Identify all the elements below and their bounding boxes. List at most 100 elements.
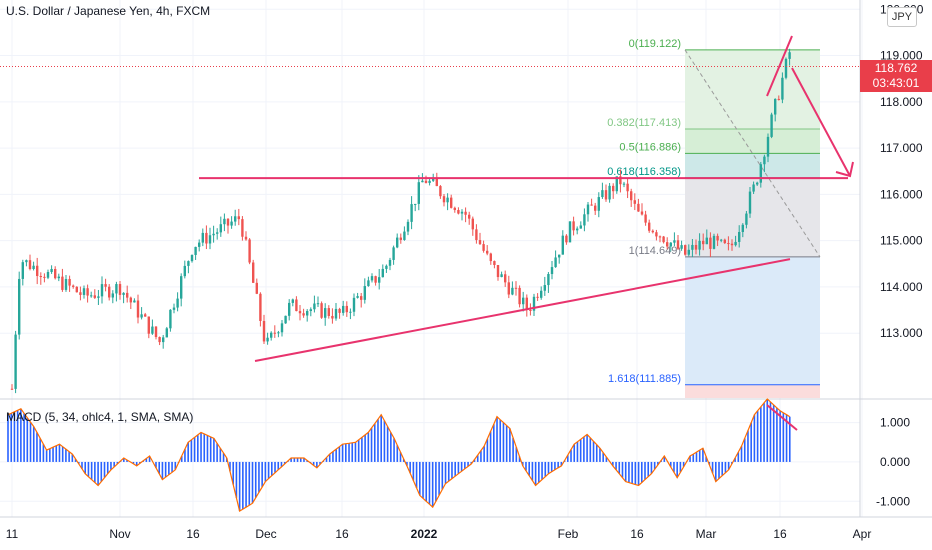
candle-body xyxy=(154,326,158,338)
macd-bar xyxy=(554,461,556,470)
candles xyxy=(10,48,791,394)
time-tick-label: 16 xyxy=(630,527,644,541)
macd-bar xyxy=(370,428,373,462)
candle-body xyxy=(280,323,284,333)
candle-body xyxy=(507,282,510,295)
candle-body xyxy=(500,274,503,278)
macd-tick-label: 0.000 xyxy=(880,455,910,469)
macd-bar xyxy=(254,461,257,498)
macd-bar xyxy=(663,456,666,462)
candle-body xyxy=(482,244,485,251)
macd-bar xyxy=(631,461,633,484)
macd-bar xyxy=(264,461,267,482)
candle-body xyxy=(190,254,194,262)
macd-bar xyxy=(396,445,399,462)
macd-bar xyxy=(20,408,22,462)
candle-body xyxy=(536,296,539,298)
candle-body xyxy=(162,337,165,343)
macd-bar xyxy=(364,434,366,462)
candle-body xyxy=(734,241,737,246)
macd-bar xyxy=(42,444,45,462)
macd-bar xyxy=(682,461,685,467)
candle-body xyxy=(36,265,39,277)
macd-bar xyxy=(486,438,489,462)
macd-bar xyxy=(197,434,199,462)
macd-bar xyxy=(724,461,727,473)
down-arrow-shaft xyxy=(791,67,851,177)
candle-body xyxy=(43,276,46,278)
macd-bar xyxy=(319,461,321,465)
macd-tick-label: 1.000 xyxy=(880,416,910,430)
candle-body xyxy=(622,183,626,185)
candle-body xyxy=(583,214,586,226)
candle-body xyxy=(64,278,68,290)
macd-bar xyxy=(296,458,299,462)
price-tick-label: 116.000 xyxy=(880,187,923,201)
macd-bar xyxy=(290,458,292,462)
price-tick-label: 113.000 xyxy=(880,326,923,340)
macd-bar xyxy=(135,461,138,466)
macd-bar xyxy=(229,461,231,472)
macd-bar xyxy=(734,458,736,462)
macd-bar xyxy=(13,411,16,462)
candle-body xyxy=(705,237,708,245)
macd-bar xyxy=(29,422,32,462)
ascending-trendline xyxy=(254,258,791,362)
macd-bar xyxy=(772,404,775,462)
candle-body xyxy=(75,286,78,293)
currency-button[interactable]: JPY xyxy=(887,7,917,27)
candle-body xyxy=(568,221,572,243)
candle-body xyxy=(270,332,273,338)
candle-body xyxy=(360,296,363,300)
candle-body xyxy=(291,299,294,303)
candle-body xyxy=(345,305,348,313)
candle-body xyxy=(594,205,597,211)
macd-bar xyxy=(55,445,58,462)
macd-bar xyxy=(23,413,25,462)
macd-bar xyxy=(203,433,206,462)
macd-bar xyxy=(473,459,476,462)
macd-bar xyxy=(499,419,502,462)
macd-bar xyxy=(451,461,453,479)
candle-body xyxy=(486,250,489,254)
candle-body xyxy=(100,284,104,297)
macd-bar xyxy=(650,461,653,474)
macd-histogram xyxy=(7,399,791,512)
macd-bar xyxy=(447,461,450,482)
candle-body xyxy=(741,224,744,232)
time-tick-label: Apr xyxy=(853,527,872,541)
macd-bar xyxy=(332,451,334,462)
macd-bar xyxy=(483,446,485,462)
price-tick-label: 114.000 xyxy=(880,280,923,294)
candle-body xyxy=(561,235,564,255)
candle-body xyxy=(529,309,532,311)
candle-body xyxy=(208,235,212,244)
macd-bar xyxy=(316,461,318,468)
candle-body xyxy=(324,308,327,318)
macd-bar xyxy=(16,410,19,462)
macd-bar xyxy=(743,438,746,462)
time-tick-label: 16 xyxy=(773,527,787,541)
candle-body xyxy=(356,296,359,298)
candle-body xyxy=(514,287,518,289)
macd-bar xyxy=(61,446,64,462)
candle-body xyxy=(118,284,122,295)
candle-body xyxy=(82,288,86,295)
macd-tick-label: -1.000 xyxy=(876,494,910,508)
candle-body xyxy=(748,191,752,214)
macd-bar xyxy=(193,437,196,462)
candle-body xyxy=(496,264,500,278)
macd-bar xyxy=(438,461,440,496)
macd-bar xyxy=(232,461,235,485)
price-tick-label: 117.000 xyxy=(880,141,923,155)
candle-body xyxy=(194,246,197,255)
candle-body xyxy=(277,332,280,334)
macd-bar xyxy=(280,461,283,467)
candle-body xyxy=(655,232,658,237)
macd-bar xyxy=(71,454,74,462)
candle-body xyxy=(424,180,428,183)
candle-body xyxy=(122,292,125,295)
candle-body xyxy=(370,276,374,281)
fib-level-label: 0(119.122) xyxy=(629,38,681,50)
